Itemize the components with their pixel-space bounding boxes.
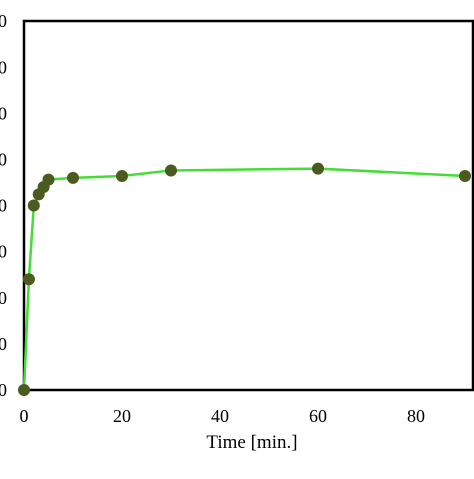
y-tick-label: 0 — [0, 288, 7, 308]
data-point — [27, 199, 40, 212]
x-tick-label: 40 — [211, 406, 229, 426]
data-point — [18, 384, 30, 396]
y-tick-label: 0 — [0, 150, 7, 170]
series-layer — [18, 162, 471, 396]
y-tick-label: 0 — [0, 242, 7, 262]
data-point — [165, 164, 177, 177]
y-axis: 0 0 0 0 0 0 0 0 0 — [0, 11, 7, 400]
y-tick-label: 0 — [0, 380, 7, 400]
y-tick-label: 0 — [0, 11, 7, 31]
y-tick-label: 0 — [0, 57, 7, 77]
y-tick-label: 0 — [0, 196, 7, 216]
x-tick-label: 0 — [20, 406, 29, 426]
data-point — [67, 171, 79, 184]
x-axis: 0 20 40 60 80 — [20, 406, 426, 426]
x-tick-label: 60 — [309, 406, 327, 426]
y-tick-label: 0 — [0, 103, 7, 123]
x-tick-label: 80 — [407, 406, 425, 426]
data-point — [459, 169, 471, 182]
x-tick-label: 20 — [113, 406, 131, 426]
data-point — [22, 273, 35, 286]
data-point — [312, 162, 324, 175]
y-tick-label: 0 — [0, 334, 7, 354]
plot-area-frame — [22, 19, 474, 392]
x-axis-label: Time [min.] — [206, 432, 297, 453]
data-point — [116, 169, 128, 182]
data-point — [42, 173, 55, 186]
